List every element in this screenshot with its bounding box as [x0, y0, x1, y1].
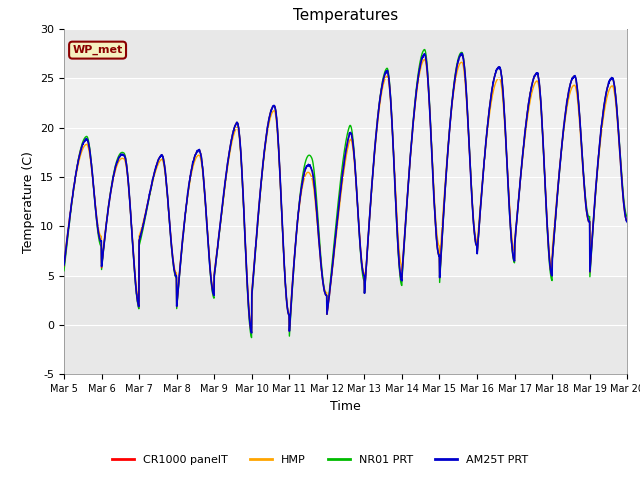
NR01 PRT	[248, 335, 255, 340]
HMP	[420, 57, 428, 62]
NR01 PRT	[374, 108, 382, 114]
CR1000 panelT	[589, 216, 597, 221]
CR1000 panelT	[217, 214, 225, 219]
HMP	[362, 264, 370, 270]
Line: HMP: HMP	[64, 60, 627, 328]
Y-axis label: Temperature (C): Temperature (C)	[22, 151, 35, 252]
CR1000 panelT	[374, 109, 382, 115]
NR01 PRT	[217, 215, 225, 221]
AM25T PRT	[60, 262, 68, 268]
HMP	[510, 247, 518, 252]
HMP	[60, 258, 68, 264]
HMP	[623, 218, 631, 224]
AM25T PRT	[458, 50, 466, 56]
NR01 PRT	[362, 266, 370, 272]
HMP	[574, 100, 582, 106]
HMP	[589, 216, 597, 221]
X-axis label: Time: Time	[330, 400, 361, 413]
Text: WP_met: WP_met	[72, 45, 123, 55]
AM25T PRT	[574, 91, 582, 97]
HMP	[217, 215, 225, 220]
CR1000 panelT	[574, 92, 582, 97]
Legend: CR1000 panelT, HMP, NR01 PRT, AM25T PRT: CR1000 panelT, HMP, NR01 PRT, AM25T PRT	[107, 451, 533, 469]
AM25T PRT	[589, 216, 597, 221]
CR1000 panelT	[623, 218, 631, 224]
NR01 PRT	[589, 218, 597, 224]
CR1000 panelT	[248, 330, 255, 336]
NR01 PRT	[574, 92, 582, 97]
AM25T PRT	[374, 110, 382, 116]
CR1000 panelT	[60, 263, 68, 269]
AM25T PRT	[217, 214, 225, 220]
HMP	[248, 325, 255, 331]
HMP	[374, 113, 382, 119]
AM25T PRT	[623, 219, 631, 225]
AM25T PRT	[248, 330, 255, 336]
CR1000 panelT	[362, 266, 370, 272]
Line: AM25T PRT: AM25T PRT	[64, 53, 627, 333]
Line: NR01 PRT: NR01 PRT	[64, 49, 627, 337]
CR1000 panelT	[510, 256, 518, 262]
NR01 PRT	[60, 268, 68, 274]
AM25T PRT	[510, 256, 518, 262]
Title: Temperatures: Temperatures	[293, 9, 398, 24]
CR1000 panelT	[458, 51, 466, 57]
AM25T PRT	[362, 265, 370, 271]
NR01 PRT	[420, 47, 428, 52]
NR01 PRT	[510, 258, 518, 264]
Line: CR1000 panelT: CR1000 panelT	[64, 54, 627, 333]
NR01 PRT	[623, 214, 631, 219]
Bar	[64, 78, 627, 276]
